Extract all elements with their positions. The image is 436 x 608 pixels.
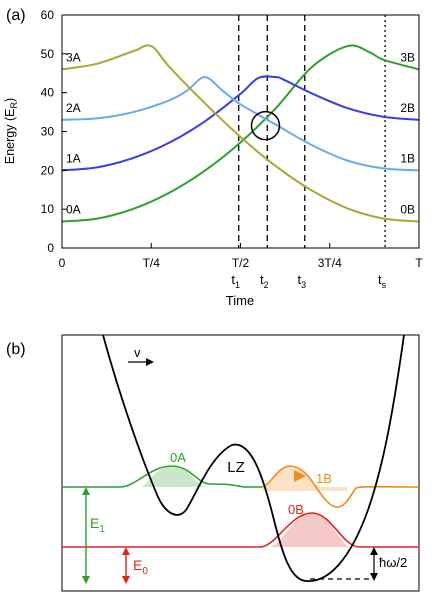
velocity-label: v <box>134 345 141 360</box>
wavepacket-label-1B: 1B <box>316 471 332 486</box>
potential-curve <box>102 334 405 582</box>
y-tick-label-40: 40 <box>41 86 55 100</box>
x-tick-label-3: T/2 <box>232 256 250 270</box>
crossing-circle <box>250 110 281 141</box>
panel-a-series <box>61 44 420 223</box>
panel-a-y-ticks: 0 10 20 30 40 50 60 <box>41 8 67 255</box>
series-label-3A: 3A <box>66 50 81 64</box>
y-tick-label-0: 0 <box>47 241 54 255</box>
wavepacket-label-0A: 0A <box>170 450 186 465</box>
series-line-0A <box>61 44 420 223</box>
series-label-0A: 0A <box>66 203 81 217</box>
e1-arrowhead-top-icon <box>82 487 90 495</box>
x-tick-label-5: T <box>415 256 423 270</box>
panel-label-a: (a) <box>6 7 26 24</box>
x-axis-label: Time <box>226 293 254 308</box>
lz-arrowhead-icon <box>294 470 306 482</box>
wavepacket-0B-fill <box>270 513 350 547</box>
velocity-arrowhead-icon <box>146 358 154 366</box>
e0-label: E0 <box>133 557 148 577</box>
series-line-3A <box>61 44 420 223</box>
hbar-arrowhead-bottom-icon <box>370 573 378 581</box>
hbar-omega-label: ħω/2 <box>379 555 407 570</box>
y-tick-label-20: 20 <box>41 163 55 177</box>
wavepacket-1B-line <box>261 465 420 508</box>
e0-arrowhead-top-icon <box>122 547 130 555</box>
lz-label: LZ <box>227 459 245 476</box>
wavepacket-label-0B: 0B <box>288 502 304 517</box>
y-tick-label-10: 10 <box>41 202 55 216</box>
series-label-0B: 0B <box>400 203 415 217</box>
panel-a-end-labels: 0A 3B 1A 2B 2A 1B 3A 0B <box>66 50 415 216</box>
x-tick-label-2: T/4 <box>143 256 161 270</box>
e1-label: E1 <box>90 515 105 535</box>
wavepacket-0B-line <box>62 512 419 548</box>
series-line-2A <box>61 76 420 172</box>
y-axis-label: Energy (ER) <box>3 98 19 164</box>
series-label-1A: 1A <box>66 151 81 165</box>
panel-b-frame <box>61 334 420 592</box>
time-marker-label-2: t2 <box>260 272 269 290</box>
panel-a-x-ticks: 0 T/4 T/2 3T/4 Tt1 t2 t3 ts <box>59 243 423 290</box>
series-label-1B: 1B <box>400 151 415 165</box>
series-label-2B: 2B <box>400 101 415 115</box>
e0-arrowhead-bottom-icon <box>122 576 130 584</box>
time-marker-label-4: ts <box>378 272 387 290</box>
series-label-3B: 3B <box>400 50 415 64</box>
panel-label-b: (b) <box>6 341 26 358</box>
time-marker-label-3: t3 <box>297 272 306 290</box>
panel-a-grid-lines <box>238 15 386 248</box>
x-tick-label-4: 3T/4 <box>318 256 342 270</box>
wavepacket-1B-fill <box>262 466 347 491</box>
hbar-arrowhead-top-icon <box>370 547 378 555</box>
wavepacket-0A-fill <box>140 466 206 487</box>
y-tick-label-30: 30 <box>41 125 55 139</box>
time-marker-label-1: t1 <box>231 272 240 290</box>
e1-arrowhead-bottom-icon <box>82 576 90 584</box>
x-tick-label-1: 0 <box>59 256 66 270</box>
series-label-2A: 2A <box>66 101 81 115</box>
series-line-1A <box>61 75 420 172</box>
y-tick-label-60: 60 <box>41 8 55 22</box>
y-tick-label-50: 50 <box>41 47 55 61</box>
